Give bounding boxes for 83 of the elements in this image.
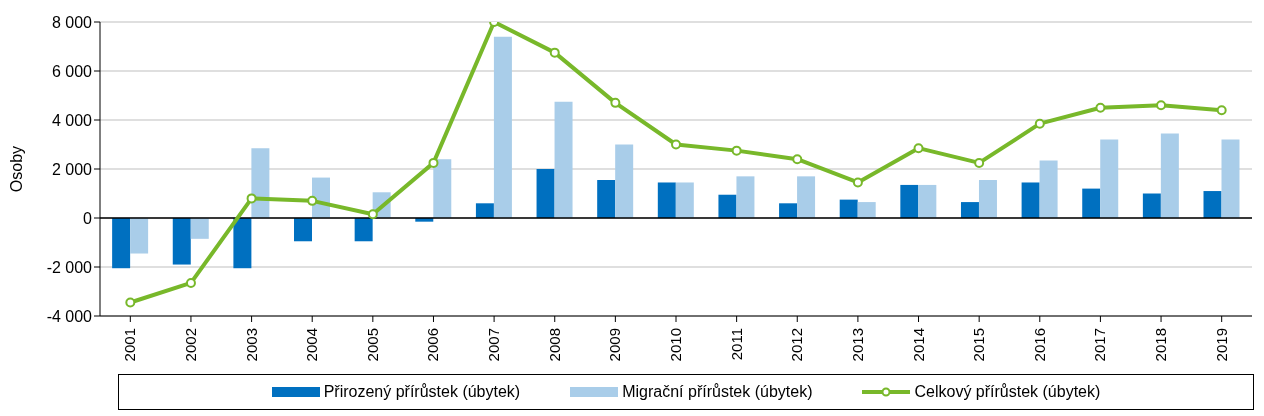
bar (1221, 139, 1240, 218)
bar (1160, 133, 1179, 218)
legend-label: Přirozený přírůstek (úbytek) (323, 383, 521, 401)
bar (493, 36, 512, 218)
y-tick-label: -4 000 (46, 307, 93, 325)
point (549, 47, 560, 58)
x-tick-label: 2014 (909, 328, 927, 362)
point (1156, 100, 1167, 111)
x-tick-label: 2013 (848, 328, 866, 362)
bar (1082, 188, 1101, 218)
x-tick-label: 2017 (1091, 328, 1109, 362)
point (125, 297, 136, 308)
bar (190, 218, 209, 239)
bar (718, 194, 737, 218)
bar (1100, 139, 1119, 218)
bar (475, 203, 494, 218)
y-tick-label: 6 000 (51, 62, 93, 80)
point (1095, 102, 1106, 113)
x-tick-label: 2016 (1030, 328, 1048, 362)
bar (857, 202, 876, 218)
y-tick-label: 0 (83, 209, 93, 227)
bar (354, 218, 373, 242)
x-tick-label: 2004 (303, 328, 321, 362)
point (185, 277, 196, 288)
x-tick-label: 2011 (727, 328, 745, 361)
bar (675, 182, 694, 218)
bar (1039, 160, 1058, 218)
x-tick-label: 2003 (242, 328, 260, 362)
y-tick-label: -2 000 (46, 258, 93, 276)
bar (130, 218, 149, 254)
x-tick-label: 2002 (181, 328, 199, 362)
bar (554, 101, 573, 218)
point (731, 145, 742, 156)
bar (1203, 191, 1222, 218)
point (792, 154, 803, 165)
point (1034, 118, 1045, 129)
bar (172, 218, 191, 265)
bar (657, 182, 676, 218)
point (974, 157, 985, 168)
x-tick-label: 2006 (424, 328, 442, 362)
x-tick-label: 2008 (545, 328, 563, 362)
y-tick-label: 8 000 (51, 13, 93, 31)
bar (918, 184, 937, 218)
point (671, 139, 681, 150)
y-tick-label: 4 000 (51, 111, 93, 129)
bar (233, 218, 252, 269)
bar (900, 184, 919, 218)
bar (294, 218, 313, 242)
y-axis-title: Osoby (7, 145, 25, 193)
bar (1142, 193, 1161, 218)
x-tick-label: 2018 (1152, 328, 1170, 362)
point (428, 157, 439, 168)
x-tick-label: 2012 (788, 328, 806, 362)
point (367, 209, 378, 220)
point (610, 97, 621, 108)
bar (978, 180, 997, 218)
bar (536, 169, 555, 218)
bar (779, 203, 798, 218)
x-tick-label: 2001 (121, 328, 139, 362)
bar (839, 199, 858, 218)
bar (112, 218, 131, 269)
legend-label: Migrační přírůstek (úbytek) (622, 383, 813, 401)
bar (1021, 182, 1040, 218)
bar (615, 144, 634, 218)
point (913, 143, 924, 154)
bar (433, 159, 452, 218)
legend-label: Celkový přírůstek (úbytek) (914, 383, 1101, 401)
point (852, 177, 863, 188)
x-tick-label: 2005 (363, 328, 381, 362)
bar (251, 148, 270, 218)
bar (960, 202, 979, 218)
bar (597, 180, 616, 218)
x-tick-label: 2019 (1212, 328, 1230, 362)
point (246, 193, 257, 204)
point (1216, 105, 1227, 116)
bar (797, 176, 816, 218)
x-tick-label: 2007 (485, 328, 503, 362)
y-tick-label: 2 000 (51, 160, 93, 178)
x-tick-label: 2009 (606, 328, 624, 362)
x-tick-label: 2010 (667, 328, 684, 362)
x-tick-label: 2015 (970, 328, 988, 362)
point (307, 195, 318, 206)
bar (736, 176, 755, 218)
